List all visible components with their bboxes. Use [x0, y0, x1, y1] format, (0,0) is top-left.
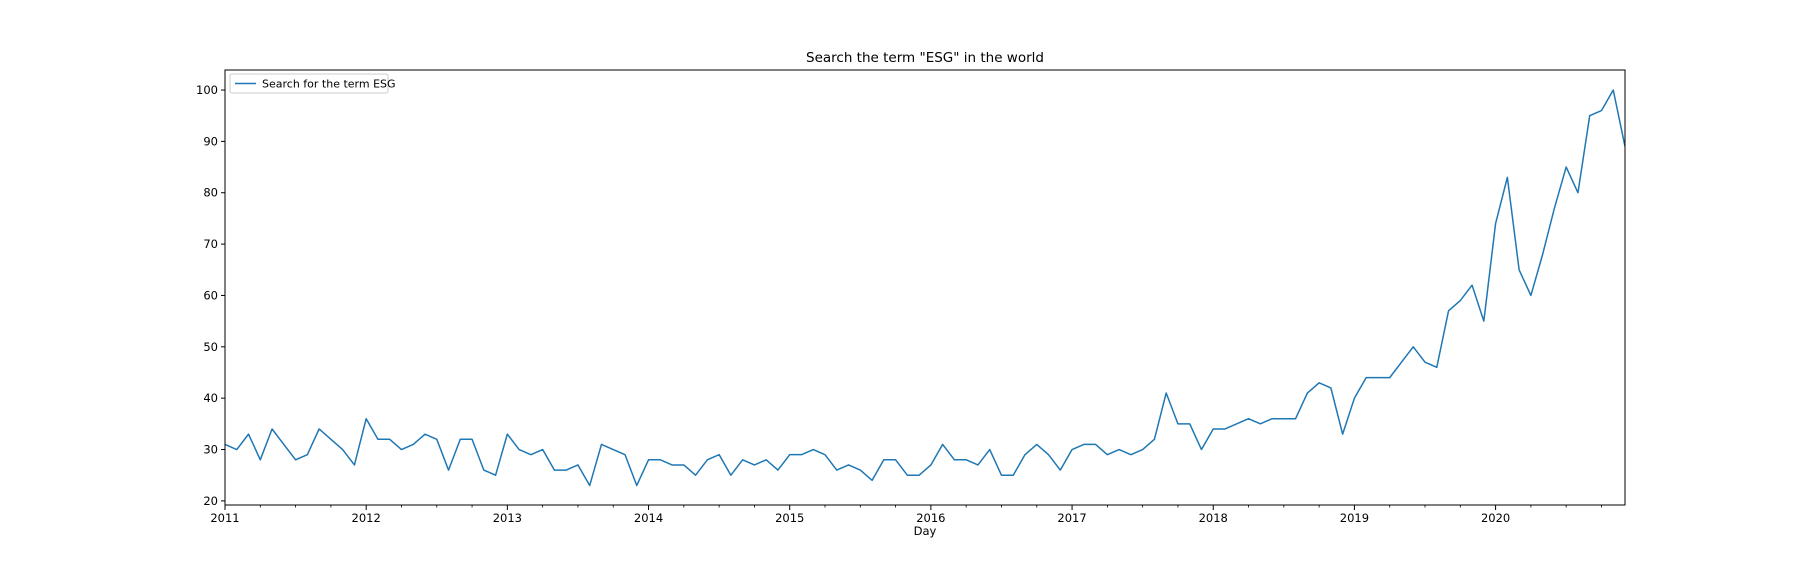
legend: Search for the term ESG [229, 73, 396, 94]
legend-box [229, 73, 389, 94]
y-tick-label: 20 [203, 494, 218, 508]
x-tick-label: 2017 [1057, 511, 1086, 525]
series-line-0 [225, 89, 1625, 487]
x-tick-label: 2014 [634, 511, 663, 525]
y-tick-label: 40 [203, 391, 218, 405]
x-tick-label: 2011 [210, 511, 239, 525]
y-tick-label: 90 [203, 134, 218, 148]
series-layer [225, 89, 1625, 487]
x-axis-title: Day [914, 524, 937, 538]
chart-title: Search the term "ESG" in the world [806, 50, 1044, 66]
x-axis: 2011 2012 2013 2014 2015 2016 2017 2018 2019 2020 [210, 505, 1602, 525]
legend-label: Search for the term ESG [262, 78, 396, 91]
x-tick-label: 2013 [493, 511, 522, 525]
plot-area [224, 69, 1626, 506]
y-axis: 20 30 40 50 60 70 80 90 100 [196, 83, 225, 508]
y-tick-label: 100 [196, 83, 218, 97]
x-tick-label: 2019 [1340, 511, 1369, 525]
y-tick-label: 30 [203, 443, 218, 457]
x-tick-label: 2016 [916, 511, 945, 525]
x-tick-label: 2020 [1481, 511, 1510, 525]
y-tick-label: 80 [203, 186, 218, 200]
x-tick-label: 2012 [352, 511, 381, 525]
x-tick-label: 2015 [775, 511, 804, 525]
x-tick-label: 2018 [1199, 511, 1228, 525]
y-tick-label: 70 [203, 237, 218, 251]
y-tick-label: 60 [203, 288, 218, 302]
y-tick-label: 50 [203, 340, 218, 354]
